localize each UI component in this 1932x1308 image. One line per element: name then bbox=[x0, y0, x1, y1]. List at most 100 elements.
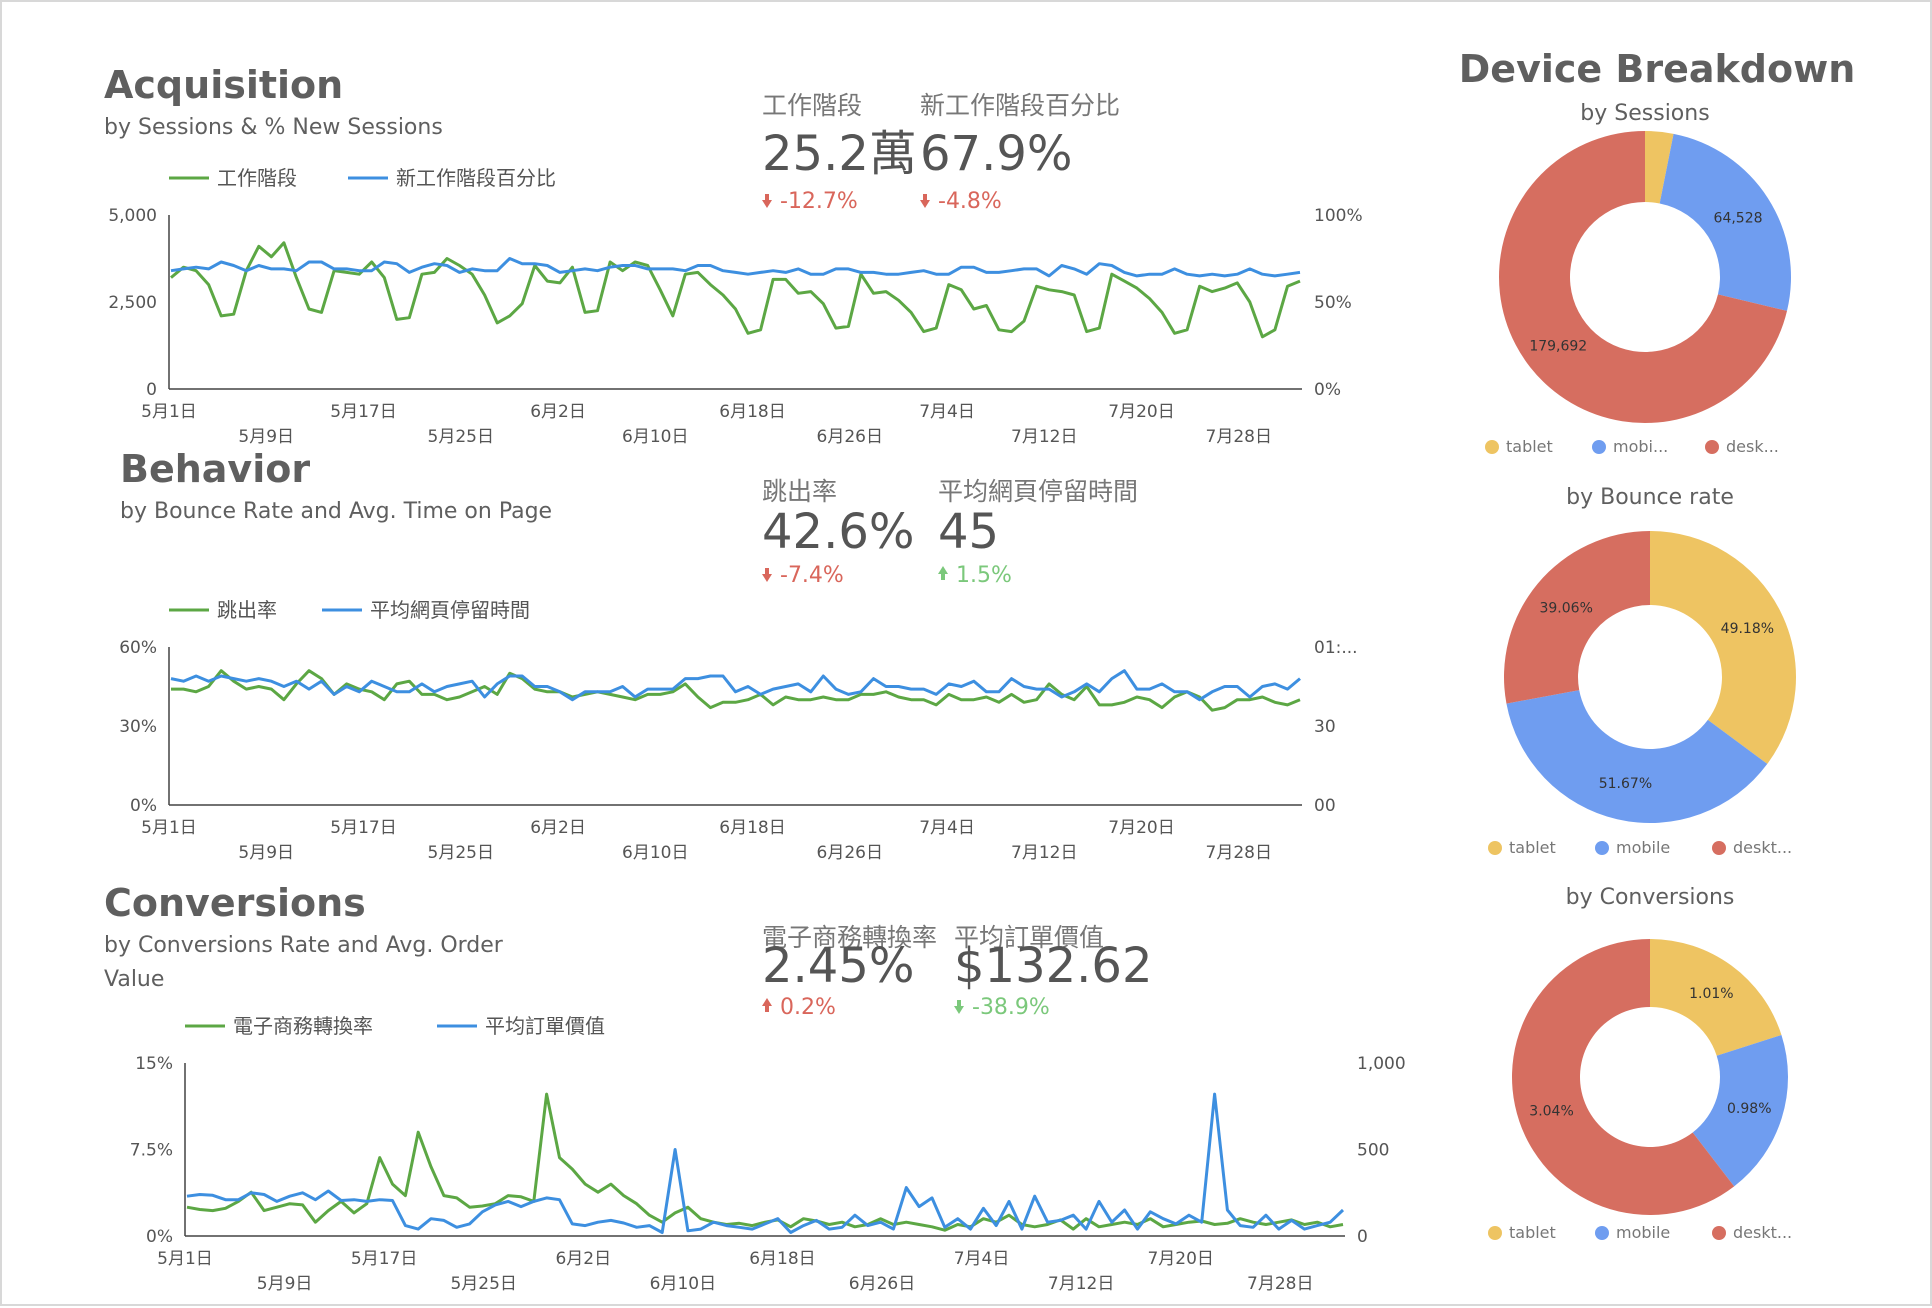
acquisition-kpi-label: 新工作階段百分比 bbox=[920, 91, 1120, 120]
legend-label: tablet bbox=[1509, 838, 1556, 857]
behavior-kpi-label: 跳出率 bbox=[762, 477, 837, 506]
x-tick-label: 5月9日 bbox=[257, 1274, 313, 1294]
y-tick-left: 30% bbox=[119, 717, 157, 737]
x-tick-label: 7月12日 bbox=[1048, 1274, 1114, 1294]
x-tick-label: 7月20日 bbox=[1108, 402, 1174, 422]
y-tick-right: 500 bbox=[1357, 1141, 1389, 1161]
x-tick-label: 6月2日 bbox=[555, 1249, 611, 1269]
legend-dot bbox=[1595, 1226, 1609, 1240]
arrow-up-icon bbox=[762, 998, 772, 1012]
x-tick-label: 6月26日 bbox=[817, 427, 883, 447]
y-tick-left: 0 bbox=[146, 380, 157, 400]
y-tick-left: 7.5% bbox=[130, 1141, 173, 1161]
y-tick-right: 0% bbox=[1314, 380, 1341, 400]
x-tick-label: 5月9日 bbox=[238, 427, 294, 447]
conversions-kpi-value: $132.62 bbox=[954, 938, 1153, 994]
donut-subtitle: by Conversions bbox=[1566, 885, 1735, 910]
legend-dot bbox=[1712, 1226, 1726, 1240]
x-tick-label: 7月12日 bbox=[1011, 427, 1077, 447]
acquisition-title: Acquisition bbox=[104, 63, 343, 107]
x-tick-label: 5月1日 bbox=[157, 1249, 213, 1269]
legend-dot bbox=[1705, 440, 1719, 454]
slice-label: 3.04% bbox=[1529, 1103, 1573, 1119]
behavior-kpi-value: 45 bbox=[938, 504, 999, 560]
arrow-down-icon bbox=[762, 194, 772, 208]
legend-label: 平均訂單價值 bbox=[485, 1014, 605, 1038]
slice-label: 1.01% bbox=[1689, 986, 1733, 1002]
x-tick-label: 5月25日 bbox=[428, 427, 494, 447]
y-tick-left: 5,000 bbox=[108, 206, 157, 226]
x-tick-label: 6月26日 bbox=[849, 1274, 915, 1294]
legend-label: mobile bbox=[1616, 1223, 1670, 1242]
x-tick-label: 6月2日 bbox=[530, 818, 586, 838]
conversions-kpi-delta: 0.2% bbox=[780, 995, 836, 1020]
x-tick-label: 5月1日 bbox=[141, 402, 197, 422]
arrow-down-icon bbox=[954, 1000, 964, 1014]
x-tick-label: 7月28日 bbox=[1206, 427, 1272, 447]
behavior-kpi-delta: -7.4% bbox=[780, 563, 844, 588]
x-tick-label: 6月18日 bbox=[719, 818, 785, 838]
device-conversions-donut: by Conversions 1.01% 0.98% 3.04% tablet mobil… bbox=[1488, 885, 1792, 1242]
conversions-title: Conversions bbox=[104, 881, 366, 925]
conversions-kpi-value: 2.45% bbox=[762, 938, 914, 994]
x-tick-label: 7月4日 bbox=[919, 402, 975, 422]
series-line bbox=[171, 669, 1301, 712]
device-breakdown-title: Device Breakdown bbox=[1459, 47, 1856, 91]
slice-label: 51.67% bbox=[1599, 776, 1652, 792]
donut-slice bbox=[1503, 531, 1650, 704]
conversions-subtitle: by Conversions Rate and Avg. Order bbox=[104, 933, 504, 958]
legend-label: deskt... bbox=[1733, 1223, 1792, 1242]
donut-subtitle: by Bounce rate bbox=[1566, 485, 1734, 510]
donut-slice bbox=[1499, 131, 1788, 423]
donut-slice bbox=[1506, 690, 1768, 823]
x-tick-label: 7月28日 bbox=[1247, 1274, 1313, 1294]
acquisition-kpi-label: 工作階段 bbox=[762, 91, 862, 120]
legend-dot bbox=[1712, 841, 1726, 855]
legend-label: tablet bbox=[1506, 437, 1553, 456]
acquisition-chart: 工作階段 新工作階段百分比 5,000 2,500 0 100% 50% 0% 5月1日 5月9日… bbox=[108, 166, 1362, 447]
y-tick-right: 01:... bbox=[1314, 638, 1358, 658]
conversions-kpi-delta: -38.9% bbox=[972, 995, 1050, 1020]
series-line bbox=[170, 669, 1301, 702]
donut-slice bbox=[1512, 939, 1735, 1215]
acquisition-kpi-value: 25.2萬 bbox=[762, 126, 917, 182]
y-tick-left: 2,500 bbox=[108, 293, 157, 313]
arrow-down-icon bbox=[762, 568, 772, 582]
donut-slice bbox=[1692, 1035, 1789, 1187]
donut-slice bbox=[1659, 133, 1791, 311]
legend-label: 跳出率 bbox=[217, 598, 277, 622]
series-line bbox=[170, 241, 1301, 339]
slice-label: 64,528 bbox=[1714, 210, 1763, 226]
x-tick-label: 6月10日 bbox=[650, 1274, 716, 1294]
series-line bbox=[170, 257, 1301, 278]
acquisition-subtitle: by Sessions & % New Sessions bbox=[104, 115, 443, 140]
y-tick-left: 60% bbox=[119, 638, 157, 658]
arrow-up-icon bbox=[938, 566, 948, 580]
y-tick-right: 00 bbox=[1314, 796, 1336, 816]
conversions-subtitle: Value bbox=[104, 967, 164, 992]
conversions-chart: 電子商務轉換率 平均訂單價值 15% 7.5% 0% 1,000 500 0 5月1日 5月9日 5… bbox=[130, 1014, 1406, 1294]
y-tick-left: 0% bbox=[146, 1227, 173, 1247]
legend-label: 工作階段 bbox=[217, 166, 297, 190]
arrow-down-icon bbox=[920, 194, 930, 208]
x-tick-label: 6月10日 bbox=[622, 843, 688, 863]
x-tick-label: 6月10日 bbox=[622, 427, 688, 447]
slice-label: 179,692 bbox=[1529, 338, 1587, 354]
x-tick-label: 5月25日 bbox=[428, 843, 494, 863]
y-tick-right: 50% bbox=[1314, 293, 1352, 313]
y-tick-right: 100% bbox=[1314, 206, 1363, 226]
slice-label: 0.98% bbox=[1727, 1101, 1771, 1117]
behavior-title: Behavior bbox=[120, 447, 310, 491]
slice-label: 39.06% bbox=[1539, 600, 1592, 616]
x-tick-label: 6月18日 bbox=[719, 402, 785, 422]
legend-label: mobi... bbox=[1613, 437, 1668, 456]
behavior-kpi-value: 42.6% bbox=[762, 504, 914, 560]
conversions-kpi-label: 平均訂單價值 bbox=[954, 923, 1104, 952]
x-tick-label: 7月4日 bbox=[919, 818, 975, 838]
series-line bbox=[186, 1092, 1344, 1232]
x-tick-label: 5月17日 bbox=[330, 818, 396, 838]
x-tick-label: 5月1日 bbox=[141, 818, 197, 838]
behavior-kpi-label: 平均網頁停留時間 bbox=[938, 477, 1138, 506]
x-tick-label: 7月4日 bbox=[954, 1249, 1010, 1269]
